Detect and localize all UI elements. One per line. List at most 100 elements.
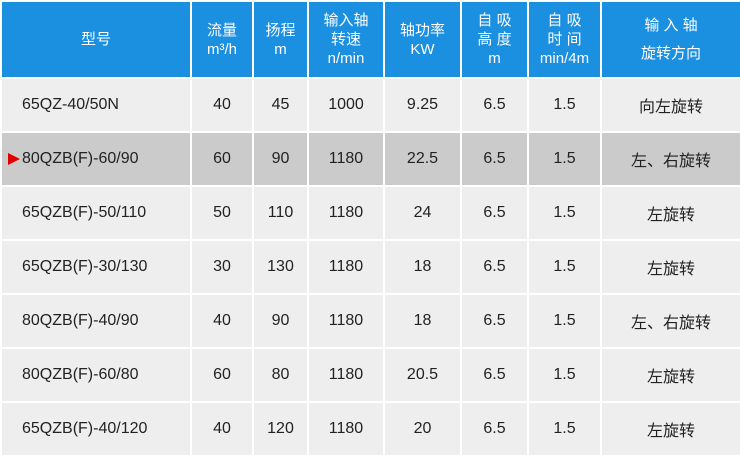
cell-power: 18 bbox=[383, 293, 462, 349]
speed-value: 1180 bbox=[328, 366, 364, 383]
header-suction-time: 自 吸时 间 min/4m bbox=[527, 0, 602, 79]
time-value: 1.5 bbox=[553, 150, 576, 167]
flow-value: 50 bbox=[213, 204, 231, 221]
cell-flow: 50 bbox=[190, 185, 254, 241]
cell-height: 6.5 bbox=[460, 293, 529, 349]
table-row: 80QZB(F)-60/80 60 80 1180 20.5 6.5 1.5 左旋转 bbox=[0, 347, 740, 403]
flow-value: 60 bbox=[213, 150, 231, 167]
height-value: 6.5 bbox=[483, 150, 506, 167]
speed-value: 1180 bbox=[328, 312, 364, 329]
cell-height: 6.5 bbox=[460, 239, 529, 295]
cell-flow: 40 bbox=[190, 401, 254, 457]
rotation-value: 左、右旋转 bbox=[630, 315, 711, 332]
cell-flow: 40 bbox=[190, 77, 254, 133]
header-rotation: 输 入 轴旋转方向 bbox=[600, 0, 740, 79]
rotation-value: 向左旋转 bbox=[638, 99, 703, 116]
time-value: 1.5 bbox=[553, 366, 576, 383]
head-value: 130 bbox=[267, 258, 294, 275]
table-row: 80QZB(F)-60/90 60 90 1180 22.5 6.5 1.5 左、右旋转 bbox=[0, 131, 740, 187]
cell-power: 20 bbox=[383, 401, 462, 457]
cell-time: 1.5 bbox=[527, 77, 602, 133]
head-value: 80 bbox=[271, 366, 290, 383]
flow-value: 40 bbox=[213, 312, 231, 329]
height-value: 6.5 bbox=[483, 312, 506, 329]
red-triangle-marker-icon bbox=[8, 153, 20, 165]
cell-flow: 40 bbox=[190, 293, 254, 349]
table-row: 80QZB(F)-40/90 40 90 1180 18 6.5 1.5 左、右旋转 bbox=[0, 293, 740, 349]
cell-model: 80QZB(F)-60/90 bbox=[0, 131, 192, 187]
cell-rotation: 向左旋转 bbox=[600, 77, 740, 133]
speed-value: 1180 bbox=[328, 204, 364, 221]
flow-value: 40 bbox=[213, 420, 231, 437]
height-value: 6.5 bbox=[483, 204, 506, 221]
cell-speed: 1180 bbox=[307, 239, 385, 295]
model-value: 65QZ-40/50N bbox=[22, 96, 119, 113]
head-value: 120 bbox=[267, 420, 294, 437]
cell-height: 6.5 bbox=[460, 185, 529, 241]
cell-height: 6.5 bbox=[460, 77, 529, 133]
cell-model: 80QZB(F)-40/90 bbox=[0, 293, 192, 349]
cell-flow: 30 bbox=[190, 239, 254, 295]
table-row: 65QZB(F)-40/120 40 120 1180 20 6.5 1.5 左旋转 bbox=[0, 401, 740, 457]
model-value: 65QZB(F)-40/120 bbox=[22, 420, 148, 437]
height-value: 6.5 bbox=[483, 258, 506, 275]
cell-model: 65QZB(F)-30/130 bbox=[0, 239, 192, 295]
cell-head: 80 bbox=[252, 347, 309, 403]
cell-height: 6.5 bbox=[460, 347, 529, 403]
cell-power: 24 bbox=[383, 185, 462, 241]
cell-flow: 60 bbox=[190, 347, 254, 403]
cell-model: 65QZB(F)-40/120 bbox=[0, 401, 192, 457]
time-value: 1.5 bbox=[553, 312, 576, 329]
time-value: 1.5 bbox=[553, 420, 576, 437]
table-row: 65QZB(F)-50/110 50 110 1180 24 6.5 1.5 左旋转 bbox=[0, 185, 740, 241]
cell-flow: 60 bbox=[190, 131, 254, 187]
model-value: 80QZB(F)-60/80 bbox=[22, 366, 139, 383]
cell-time: 1.5 bbox=[527, 185, 602, 241]
rotation-value: 左旋转 bbox=[646, 423, 695, 440]
table-row: 65QZB(F)-30/130 30 130 1180 18 6.5 1.5 左旋转 bbox=[0, 239, 740, 295]
power-value: 20 bbox=[413, 420, 432, 437]
time-value: 1.5 bbox=[553, 258, 576, 275]
header-head: 扬程 m bbox=[252, 0, 309, 79]
flow-value: 40 bbox=[213, 96, 231, 113]
head-value: 45 bbox=[271, 96, 290, 113]
height-value: 6.5 bbox=[483, 420, 506, 437]
model-value: 80QZB(F)-60/90 bbox=[22, 150, 139, 167]
cell-speed: 1180 bbox=[307, 293, 385, 349]
power-value: 22.5 bbox=[406, 150, 439, 167]
table-row: 65QZ-40/50N 40 45 1000 9.25 6.5 1.5 向左旋转 bbox=[0, 77, 740, 133]
cell-time: 1.5 bbox=[527, 239, 602, 295]
cell-time: 1.5 bbox=[527, 293, 602, 349]
time-value: 1.5 bbox=[553, 204, 576, 221]
speed-value: 1180 bbox=[328, 420, 364, 437]
model-value: 65QZB(F)-50/110 bbox=[22, 204, 147, 221]
power-value: 18 bbox=[413, 258, 432, 275]
cell-rotation: 左旋转 bbox=[600, 347, 740, 403]
model-value: 80QZB(F)-40/90 bbox=[22, 312, 139, 329]
time-value: 1.5 bbox=[553, 96, 576, 113]
cell-power: 18 bbox=[383, 239, 462, 295]
cell-time: 1.5 bbox=[527, 131, 602, 187]
cell-head: 90 bbox=[252, 293, 309, 349]
cell-rotation: 左旋转 bbox=[600, 401, 740, 457]
cell-time: 1.5 bbox=[527, 347, 602, 403]
flow-value: 30 bbox=[213, 258, 231, 275]
cell-time: 1.5 bbox=[527, 401, 602, 457]
speed-value: 1180 bbox=[328, 258, 364, 275]
header-model: 型号 bbox=[0, 0, 192, 79]
cell-speed: 1000 bbox=[307, 77, 385, 133]
head-value: 90 bbox=[271, 150, 290, 167]
cell-power: 22.5 bbox=[383, 131, 462, 187]
cell-power: 9.25 bbox=[383, 77, 462, 133]
header-flow: 流量 m³/h bbox=[190, 0, 254, 79]
cell-head: 120 bbox=[252, 401, 309, 457]
cell-speed: 1180 bbox=[307, 185, 385, 241]
cell-power: 20.5 bbox=[383, 347, 462, 403]
height-value: 6.5 bbox=[483, 366, 506, 383]
cell-speed: 1180 bbox=[307, 131, 385, 187]
rotation-value: 左旋转 bbox=[646, 369, 695, 386]
model-value: 65QZB(F)-30/130 bbox=[22, 258, 148, 275]
cell-speed: 1180 bbox=[307, 347, 385, 403]
